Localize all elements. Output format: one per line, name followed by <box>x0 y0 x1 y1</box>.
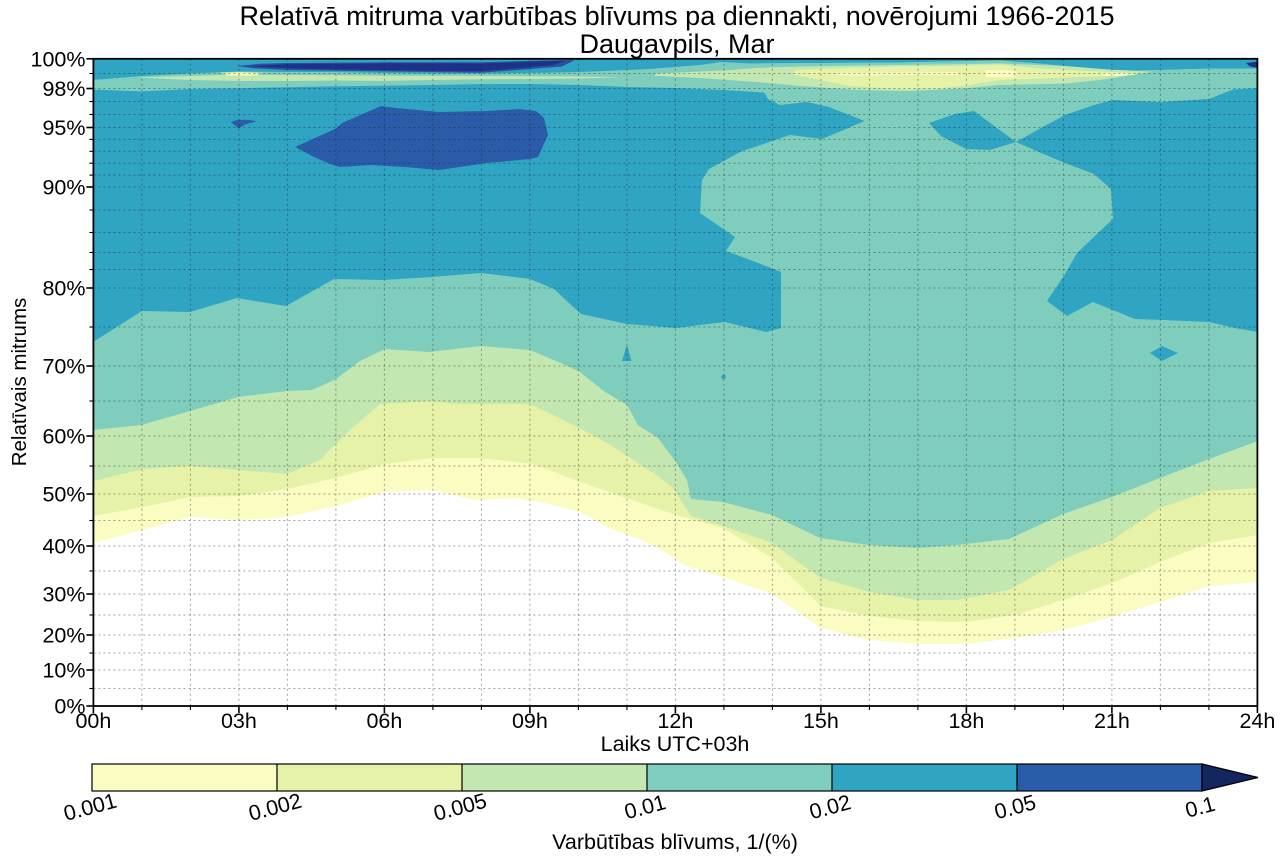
svg-text:50%: 50% <box>42 483 85 507</box>
svg-text:60%: 60% <box>42 425 85 449</box>
svg-text:03h: 03h <box>221 709 257 733</box>
svg-text:10%: 10% <box>42 659 85 683</box>
svg-text:Laiks UTC+03h: Laiks UTC+03h <box>601 732 750 756</box>
svg-text:18h: 18h <box>948 709 984 733</box>
svg-text:Varbūtības blīvums, 1/(%): Varbūtības blīvums, 1/(%) <box>552 830 798 854</box>
svg-text:24h: 24h <box>1239 709 1275 733</box>
svg-text:80%: 80% <box>42 277 85 301</box>
svg-text:15h: 15h <box>803 709 839 733</box>
svg-text:100%: 100% <box>31 47 86 71</box>
svg-text:09h: 09h <box>512 709 548 733</box>
svg-text:90%: 90% <box>42 176 85 200</box>
svg-text:70%: 70% <box>42 355 85 379</box>
svg-text:Relatīvā mitruma varbūtības bl: Relatīvā mitruma varbūtības blīvums pa d… <box>240 1 1115 31</box>
svg-text:20%: 20% <box>42 624 85 648</box>
svg-text:98%: 98% <box>42 77 85 101</box>
svg-text:Relatīvais mitrums: Relatīvais mitrums <box>8 298 31 467</box>
svg-text:40%: 40% <box>42 535 85 559</box>
svg-text:30%: 30% <box>42 583 85 607</box>
svg-text:12h: 12h <box>657 709 693 733</box>
svg-text:95%: 95% <box>42 116 85 140</box>
svg-text:00h: 00h <box>75 709 111 733</box>
svg-text:0%: 0% <box>54 695 85 719</box>
svg-text:Daugavpils, Mar: Daugavpils, Mar <box>579 29 774 59</box>
svg-text:06h: 06h <box>366 709 402 733</box>
svg-text:21h: 21h <box>1094 709 1130 733</box>
